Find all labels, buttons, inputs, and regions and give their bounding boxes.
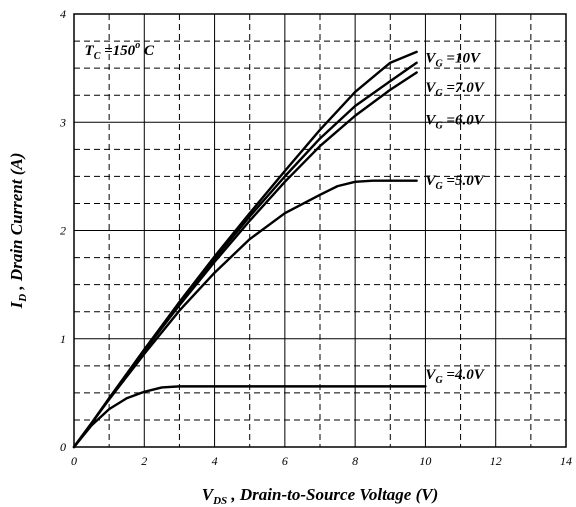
annotation-vg4: VG =4.0V bbox=[425, 367, 485, 386]
y-tick-label: 3 bbox=[59, 115, 66, 129]
x-tick-label: 12 bbox=[490, 454, 502, 468]
x-tick-label: 8 bbox=[352, 454, 358, 468]
y-tick-label: 4 bbox=[60, 7, 66, 21]
annotation-vg7: VG =7.0V bbox=[425, 80, 485, 99]
x-tick-label: 2 bbox=[141, 454, 147, 468]
series-line-vg-6-0v bbox=[72, 71, 418, 449]
y-tick-label: 0 bbox=[60, 440, 66, 454]
annotations: TC =150o C VG =10V VG =7.0V VG =6.0V VG =5.0… bbox=[85, 40, 486, 386]
y-tick-label: 1 bbox=[60, 332, 66, 346]
annotation-tc: TC =150o C bbox=[85, 40, 155, 62]
series-line-vg-4-0v bbox=[72, 385, 427, 449]
annotation-vg6: VG =6.0V bbox=[425, 112, 485, 131]
x-tick-label: 4 bbox=[212, 454, 218, 468]
x-tick-label: 0 bbox=[71, 454, 77, 468]
annotation-vg5: VG =5.0V bbox=[425, 173, 485, 192]
x-tick-label: 14 bbox=[560, 454, 572, 468]
y-tick-label: 2 bbox=[60, 224, 66, 238]
curves bbox=[72, 50, 427, 449]
plot-frame bbox=[73, 13, 567, 448]
series-line-vg-7-0v bbox=[72, 61, 418, 449]
grid bbox=[74, 14, 566, 447]
x-tick-label: 6 bbox=[282, 454, 288, 468]
series-line-vg-10v bbox=[72, 50, 418, 449]
x-axis-label: VDS , Drain-to-Source Voltage (V) bbox=[202, 485, 439, 507]
x-tick-label: 10 bbox=[419, 454, 431, 468]
annotation-vg10: VG =10V bbox=[425, 51, 482, 70]
y-axis-label: ID , Drain Current (A) bbox=[7, 153, 29, 310]
series-line-vg-5-0v bbox=[72, 179, 418, 449]
